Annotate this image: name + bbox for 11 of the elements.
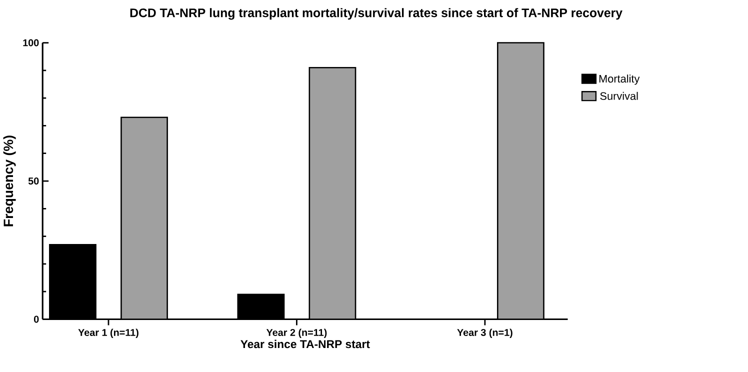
x-tick-label: Year 2 (n=11) xyxy=(266,328,327,338)
x-tick-label: Year 3 (n=1) xyxy=(457,328,512,338)
legend-label: Survival xyxy=(600,92,638,100)
y-tick-label: 0 xyxy=(34,316,39,323)
x-axis-title: Year since TA-NRP start xyxy=(240,340,370,348)
y-tick-label: 100 xyxy=(23,39,39,46)
legend-label: Mortality xyxy=(599,74,640,85)
y-axis-title: Frequency (%) xyxy=(3,136,16,226)
y-tick-label: 50 xyxy=(28,178,39,185)
x-tick-label: Year 1 (n=11) xyxy=(78,328,138,338)
chart-title: DCD TA-NRP lung transplant mortality/survival rates since start of TA-NRP recovery xyxy=(130,8,622,20)
